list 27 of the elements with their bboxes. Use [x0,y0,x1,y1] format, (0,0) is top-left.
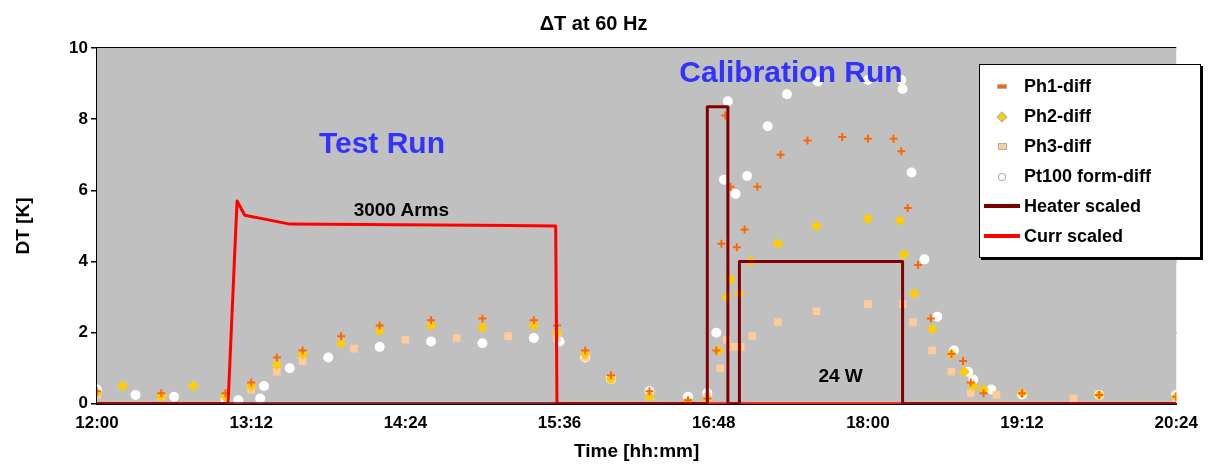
x-axis-title: Time [hh:mm] [574,439,700,461]
annotation: 3000 Arms [353,199,450,221]
x-tick-label: 16:48 [691,412,736,432]
x-tick-label: 20:24 [1154,412,1199,432]
x-tick-label: 13:12 [229,412,273,432]
legend-label: Pt100 form-diff [1024,165,1152,187]
y-tick-label: 0 [78,393,88,413]
x-tick-label: 14:24 [383,412,428,432]
annotation: Calibration Run [679,54,903,88]
x-tick-label: 19:12 [1000,412,1044,432]
legend-label: Heater scaled [1024,195,1142,217]
chart-title: ΔT at 60 Hz [539,11,648,34]
legend-label: Ph1-diff [1024,75,1091,97]
y-axis-title: DT [K] [11,197,33,255]
y-tick-label: 10 [69,37,88,57]
x-tick-label: 12:00 [75,412,119,432]
annotation: 24 W [818,364,863,386]
y-tick-label: 2 [78,322,88,342]
legend-label: Ph3-diff [1024,135,1091,157]
x-tick-label: 15:36 [537,412,582,432]
y-tick-label: 6 [78,180,88,200]
x-tick-label: 18:00 [846,412,890,432]
annotation: Test Run [318,125,445,159]
y-tick-label: 8 [78,108,88,128]
legend-label: Ph2-diff [1024,105,1091,127]
y-tick-label: 4 [78,251,89,271]
legend-label: Curr scaled [1024,225,1124,247]
